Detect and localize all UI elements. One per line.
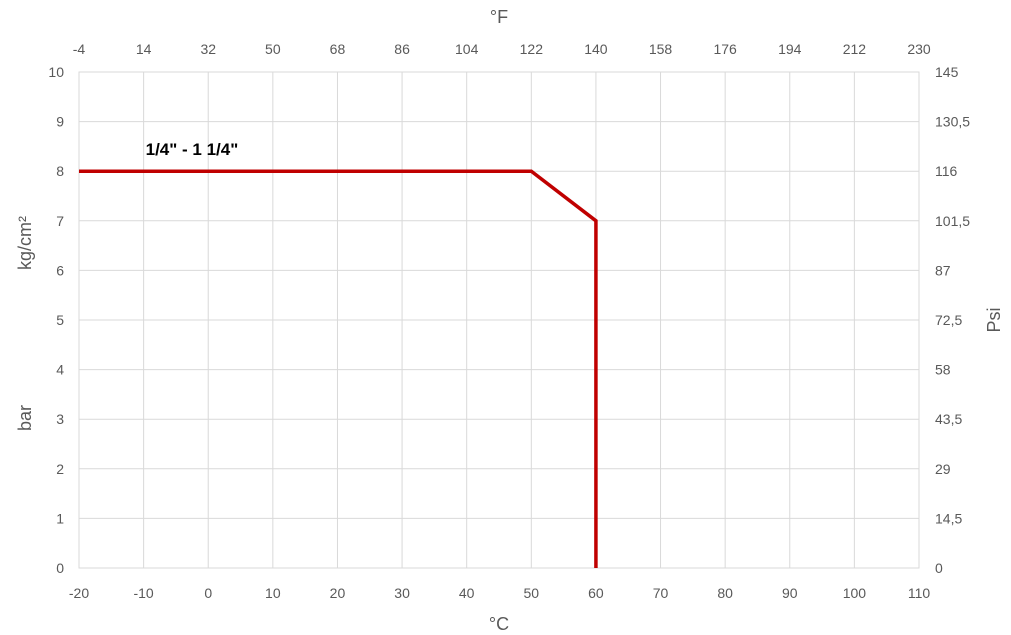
tick-label-bottom: 50 (524, 585, 540, 601)
tick-label-top: 230 (907, 41, 931, 57)
tick-label-right: 14,5 (935, 510, 962, 526)
tick-label-bottom: 100 (843, 585, 867, 601)
tick-label-bottom: 80 (717, 585, 733, 601)
tick-label-top: 14 (136, 41, 152, 57)
tick-label-bottom: 0 (204, 585, 212, 601)
tick-label-right: 0 (935, 560, 943, 576)
tick-label-left: 4 (56, 362, 64, 378)
tick-label-bottom: 10 (265, 585, 281, 601)
tick-label-left: 0 (56, 560, 64, 576)
right-axis-title: Psi (984, 307, 1004, 332)
left-axis-title-upper: kg/cm² (15, 216, 35, 270)
tick-label-bottom: -20 (69, 585, 89, 601)
tick-label-right: 58 (935, 362, 951, 378)
tick-label-right: 145 (935, 64, 959, 80)
tick-label-bottom: 60 (588, 585, 604, 601)
top-axis-title: °F (490, 7, 508, 27)
tick-label-left: 3 (56, 411, 64, 427)
tick-label-bottom: -10 (133, 585, 153, 601)
tick-label-bottom: 70 (653, 585, 669, 601)
tick-label-left: 5 (56, 312, 64, 328)
tick-label-top: 194 (778, 41, 802, 57)
tick-label-bottom: 30 (394, 585, 410, 601)
tick-label-top: 32 (200, 41, 216, 57)
bottom-axis-title: °C (489, 614, 509, 634)
series-layer (79, 169, 598, 568)
tick-label-right: 72,5 (935, 312, 962, 328)
tick-label-top: -4 (73, 41, 86, 57)
tick-labels: -20-4-1014032105020683086401045012260140… (48, 41, 970, 601)
series-annotation: 1/4" - 1 1/4" (146, 140, 239, 159)
tick-label-top: 104 (455, 41, 479, 57)
tick-label-bottom: 90 (782, 585, 798, 601)
tick-label-right: 130,5 (935, 114, 970, 130)
tick-label-left: 1 (56, 510, 64, 526)
tick-label-bottom: 40 (459, 585, 475, 601)
tick-label-top: 212 (843, 41, 867, 57)
tick-label-right: 116 (935, 163, 958, 179)
tick-label-right: 101,5 (935, 213, 970, 229)
left-axis-title-lower: bar (15, 405, 35, 431)
tick-label-left: 7 (56, 213, 64, 229)
tick-label-left: 9 (56, 114, 64, 130)
tick-label-top: 176 (713, 41, 737, 57)
tick-label-top: 122 (520, 41, 544, 57)
tick-label-bottom: 20 (330, 585, 346, 601)
tick-label-left: 10 (48, 64, 64, 80)
tick-label-bottom: 110 (908, 585, 931, 601)
tick-label-top: 158 (649, 41, 673, 57)
plot-frame (78, 71, 920, 569)
tick-label-left: 8 (56, 163, 64, 179)
tick-label-top: 50 (265, 41, 281, 57)
tick-label-right: 87 (935, 262, 951, 278)
tick-label-right: 43,5 (935, 411, 962, 427)
tick-label-top: 86 (394, 41, 410, 57)
series-line (79, 169, 598, 568)
tick-label-left: 2 (56, 461, 64, 477)
tick-label-top: 140 (584, 41, 608, 57)
tick-label-right: 29 (935, 461, 951, 477)
tick-label-top: 68 (330, 41, 346, 57)
tick-label-left: 6 (56, 262, 64, 278)
